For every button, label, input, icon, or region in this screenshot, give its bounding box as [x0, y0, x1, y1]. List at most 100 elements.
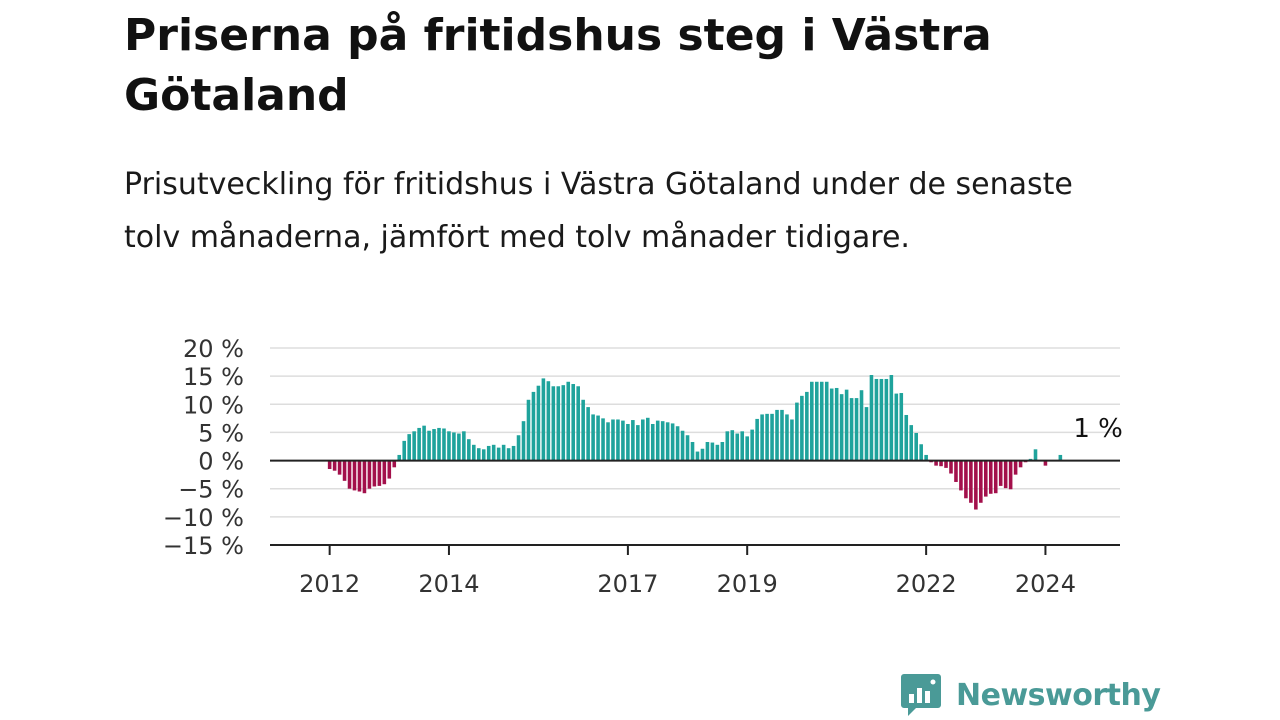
y-tick-label: −5 %	[178, 476, 244, 504]
bar	[1003, 460, 1008, 489]
bar	[462, 431, 466, 461]
bar	[780, 409, 784, 461]
bar	[576, 386, 580, 461]
bar	[586, 407, 590, 461]
bar	[720, 442, 725, 461]
bar	[735, 433, 740, 461]
bar	[864, 407, 869, 461]
bar	[660, 421, 665, 461]
bar	[561, 385, 566, 461]
bar	[685, 435, 690, 461]
bar	[611, 419, 615, 461]
annotation-label: 1 %	[1073, 414, 1123, 444]
x-tick-label: 2024	[1015, 570, 1076, 598]
bar	[442, 428, 446, 461]
bar	[959, 460, 963, 491]
bars	[327, 375, 1063, 510]
bar	[790, 419, 794, 461]
bar	[601, 418, 605, 461]
bar	[705, 442, 710, 461]
x-tick-label: 2019	[717, 570, 778, 598]
bar	[670, 423, 675, 461]
bar	[924, 454, 928, 461]
bar	[899, 393, 904, 461]
bar	[626, 423, 630, 461]
bar	[795, 402, 799, 461]
bar	[700, 448, 705, 461]
bar	[571, 384, 576, 461]
bar	[949, 460, 953, 474]
bar	[377, 460, 382, 486]
bar	[805, 391, 809, 461]
bar	[1058, 454, 1063, 461]
bar	[814, 381, 819, 461]
bar	[650, 423, 655, 461]
bar	[382, 460, 387, 485]
bar	[979, 460, 983, 503]
bar	[362, 460, 367, 494]
x-tick-label: 2014	[418, 570, 479, 598]
bar	[874, 378, 879, 461]
bar	[819, 381, 824, 461]
newsworthy-logo: Newsworthy	[900, 670, 1161, 720]
bar	[531, 391, 536, 461]
bar	[810, 381, 814, 461]
bar	[422, 425, 426, 461]
bar	[526, 399, 531, 461]
bar	[755, 418, 759, 461]
bar	[621, 420, 625, 461]
bar	[392, 460, 397, 468]
x-axis-ticks: 2012 2014 2017 2019 2022 2024	[299, 545, 1076, 598]
bar	[327, 460, 332, 470]
bar	[715, 444, 720, 461]
bar	[631, 420, 635, 461]
bar	[785, 414, 789, 461]
bar	[566, 381, 571, 461]
bar	[337, 460, 342, 475]
x-tick-label: 2022	[896, 570, 957, 598]
bar	[690, 442, 695, 461]
bar	[347, 460, 352, 489]
bar	[998, 460, 1003, 486]
bar	[680, 430, 685, 461]
bar	[372, 460, 377, 487]
bar	[655, 420, 660, 461]
bar	[551, 386, 556, 461]
bar	[397, 454, 402, 461]
bar	[665, 422, 670, 461]
bar	[879, 378, 884, 461]
x-tick-label: 2017	[597, 570, 658, 598]
bar	[506, 448, 511, 461]
bar	[357, 460, 362, 492]
grid-lines	[270, 347, 1120, 518]
bar	[491, 444, 496, 461]
chart-title: Priserna på fritidshus steg i Västra Göt…	[124, 10, 992, 121]
bar	[993, 460, 998, 494]
axes	[270, 459, 1120, 546]
y-axis-ticks: 20 %15 %10 %5 %0 %−5 %−10 %−15 %	[163, 335, 244, 560]
bar	[352, 460, 357, 491]
y-tick-label: 5 %	[198, 419, 244, 447]
y-tick-label: 10 %	[183, 391, 244, 419]
y-tick-label: −10 %	[163, 504, 244, 532]
bar	[367, 460, 372, 489]
bar	[387, 460, 392, 479]
bar	[839, 394, 844, 461]
bar	[695, 451, 700, 461]
bar	[834, 387, 839, 461]
bar	[859, 390, 864, 461]
bar	[467, 439, 471, 461]
bar	[332, 460, 337, 471]
bar	[1013, 460, 1018, 475]
bar	[496, 447, 501, 461]
bar	[437, 427, 441, 461]
bar	[472, 444, 476, 461]
bar	[447, 431, 451, 461]
bar	[894, 393, 899, 461]
newsworthy-logo-icon	[901, 674, 941, 716]
y-tick-label: −15 %	[163, 532, 244, 560]
bar	[984, 460, 988, 497]
bar	[800, 395, 804, 461]
bar	[849, 398, 854, 461]
bar	[541, 378, 546, 461]
